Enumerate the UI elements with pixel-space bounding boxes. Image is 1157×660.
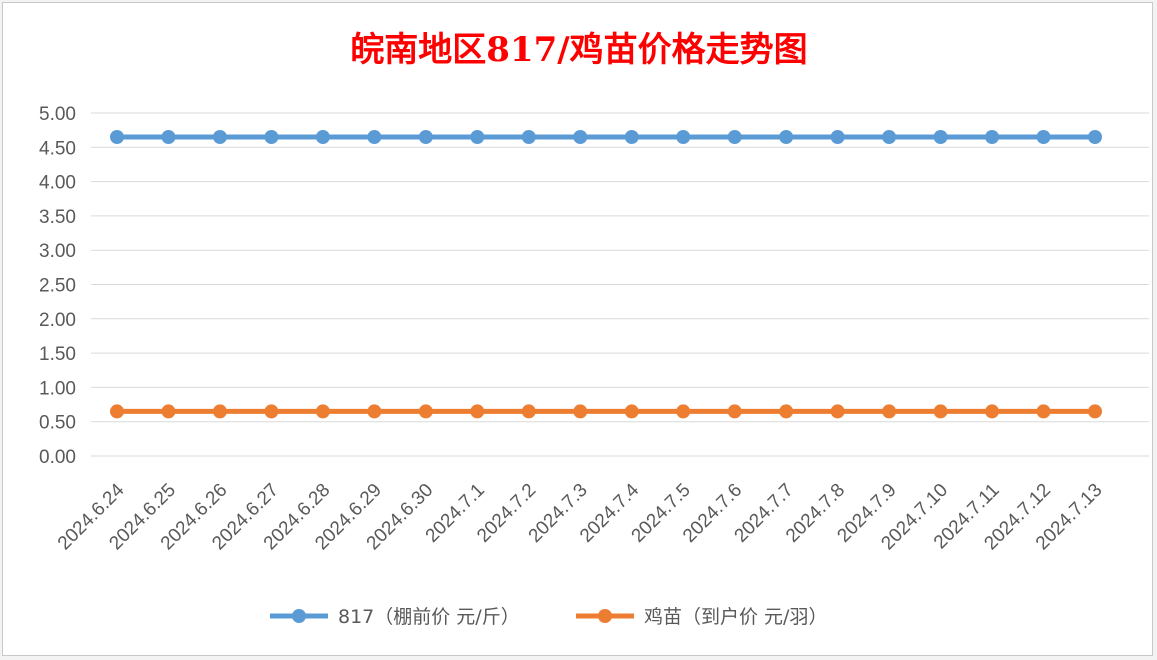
data-point <box>1088 404 1102 419</box>
data-point <box>676 404 691 419</box>
data-point <box>264 130 279 145</box>
data-point <box>573 404 588 419</box>
y-axis-tick-labels: 0.00 0.50 1.00 1.50 2.00 2.50 3.00 3.50 4.00 4.50… <box>39 104 76 468</box>
data-point <box>573 130 588 145</box>
y-tick-label: 3.00 <box>39 241 76 262</box>
data-point <box>110 130 124 145</box>
data-point <box>418 130 433 145</box>
legend-label: 鸡苗（到户价 元/羽） <box>644 606 827 628</box>
data-point <box>933 404 948 419</box>
data-point <box>779 404 794 419</box>
data-point <box>727 404 742 419</box>
data-point <box>315 404 330 419</box>
legend-label: 817（棚前价 元/斤） <box>338 606 520 628</box>
y-tick-label: 0.00 <box>39 447 76 468</box>
data-point <box>521 130 536 145</box>
data-point <box>779 130 794 145</box>
data-point <box>367 404 382 419</box>
y-tick-label: 1.00 <box>39 378 76 399</box>
data-point <box>1036 404 1051 419</box>
data-point <box>521 404 536 419</box>
data-point <box>161 404 176 419</box>
data-point <box>161 130 176 145</box>
legend-marker <box>598 609 612 623</box>
y-tick-label: 3.50 <box>39 207 76 228</box>
data-point <box>985 130 1000 145</box>
data-point <box>367 130 382 145</box>
data-point <box>882 404 897 419</box>
line-chart: 皖南地区817/鸡苗价格走势图 0.00 0.50 1.00 1.50 2.00 2.50… <box>39 30 1149 628</box>
data-point <box>212 404 227 419</box>
data-point <box>624 130 639 145</box>
y-tick-label: 0.50 <box>39 413 76 434</box>
y-tick-label: 2.00 <box>39 310 76 331</box>
data-point <box>830 130 845 145</box>
data-point <box>933 130 948 145</box>
data-point <box>315 130 330 145</box>
data-point <box>727 130 742 145</box>
data-point <box>212 130 227 145</box>
y-tick-label: 1.50 <box>39 344 76 365</box>
legend: 817（棚前价 元/斤） 鸡苗（到户价 元/羽） <box>270 606 827 628</box>
data-point <box>676 130 691 145</box>
legend-marker <box>292 609 306 623</box>
y-tick-label: 4.00 <box>39 173 76 194</box>
data-point <box>882 130 897 145</box>
y-tick-label: 2.50 <box>39 276 76 297</box>
chart-title: 皖南地区817/鸡苗价格走势图 <box>350 30 807 70</box>
data-point <box>1036 130 1051 145</box>
data-point <box>470 130 485 145</box>
data-point <box>110 404 124 419</box>
y-tick-label: 5.00 <box>39 104 76 125</box>
x-axis-tick-labels: 2024.6.242024.6.252024.6.262024.6.272024… <box>54 479 1107 554</box>
data-point <box>1088 130 1102 145</box>
data-point <box>985 404 1000 419</box>
data-point <box>624 404 639 419</box>
gridlines <box>91 112 1149 457</box>
y-tick-label: 4.50 <box>39 138 76 159</box>
data-point <box>264 404 279 419</box>
data-point <box>830 404 845 419</box>
data-point <box>418 404 433 419</box>
series-lines <box>110 130 1102 419</box>
data-point <box>470 404 485 419</box>
